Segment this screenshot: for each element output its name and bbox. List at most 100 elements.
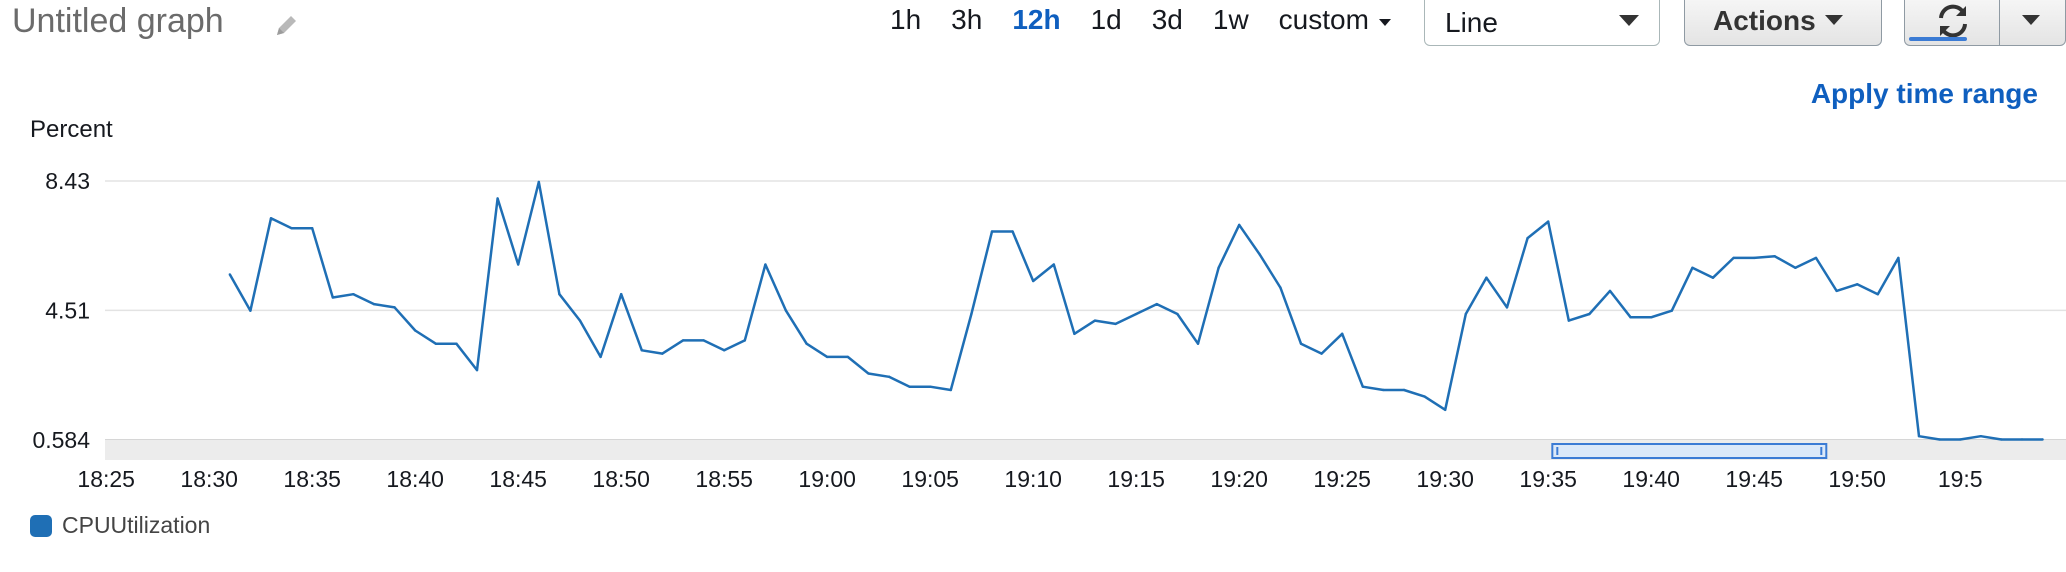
x-tick-label: 18:50 xyxy=(592,466,650,492)
data-point xyxy=(1588,312,1591,316)
range-1w[interactable]: 1w xyxy=(1212,4,1249,35)
data-point xyxy=(1361,385,1365,388)
data-point xyxy=(1835,289,1838,293)
caret-down-icon xyxy=(1619,15,1639,26)
data-point xyxy=(1979,434,1983,438)
data-point xyxy=(661,352,664,355)
data-point xyxy=(1547,220,1550,223)
range-3h[interactable]: 3h xyxy=(951,4,983,35)
data-point xyxy=(805,342,808,345)
data-point xyxy=(1897,256,1900,260)
data-point xyxy=(929,385,932,388)
data-point xyxy=(1650,316,1653,319)
data-point xyxy=(1526,236,1529,240)
y-tick-label: 0.584 xyxy=(32,427,90,453)
range-1h[interactable]: 1h xyxy=(890,4,922,35)
data-point xyxy=(558,293,561,296)
x-tick-label: 19:50 xyxy=(1828,466,1886,492)
x-tick-label: 18:40 xyxy=(386,466,444,492)
data-point xyxy=(1402,388,1406,392)
data-point xyxy=(846,355,849,359)
data-point xyxy=(1959,438,1962,441)
data-point xyxy=(1155,302,1159,306)
apply-time-range-link[interactable]: Apply time range xyxy=(1810,78,2038,109)
data-point xyxy=(743,339,746,342)
view-type-select[interactable]: Line xyxy=(1424,0,1660,46)
data-point xyxy=(784,309,788,312)
data-point xyxy=(1217,266,1220,270)
line-chart[interactable]: 8.43 4.51 0.584 18:25 18:30 18:35 18:40 18:45 18… xyxy=(0,160,2066,500)
range-12h[interactable]: 12h xyxy=(1012,4,1061,35)
x-tick-label: 19:00 xyxy=(798,466,856,492)
data-point xyxy=(1423,395,1426,398)
data-point xyxy=(352,293,355,296)
range-3d[interactable]: 3d xyxy=(1151,4,1183,35)
data-point xyxy=(228,273,231,276)
data-point xyxy=(1279,286,1282,289)
data-point xyxy=(1794,266,1797,270)
data-point xyxy=(826,355,829,359)
data-point xyxy=(1670,309,1674,312)
x-tick-label: 19:20 xyxy=(1210,466,1268,492)
y-tick-label: 4.51 xyxy=(45,297,90,323)
data-point xyxy=(1773,255,1777,258)
data-point xyxy=(1258,253,1262,256)
data-point xyxy=(517,263,520,266)
x-tick-label: 18:30 xyxy=(180,466,238,492)
data-point xyxy=(1567,319,1571,322)
data-point xyxy=(1341,332,1344,336)
data-point xyxy=(1032,279,1035,283)
x-tick-label: 19:10 xyxy=(1004,466,1062,492)
refresh-options-button[interactable] xyxy=(1999,0,2066,46)
refresh-icon xyxy=(1939,4,1967,38)
data-point xyxy=(1691,266,1694,270)
refresh-button[interactable] xyxy=(1904,0,2000,46)
data-point xyxy=(249,309,252,312)
actions-button[interactable]: Actions xyxy=(1684,0,1882,46)
view-type-value: Line xyxy=(1445,7,1498,38)
data-point xyxy=(599,355,602,359)
data-point xyxy=(990,230,994,233)
range-custom-dropdown[interactable]: custom xyxy=(1279,4,1391,36)
range-1d[interactable]: 1d xyxy=(1090,4,1122,35)
data-point xyxy=(1505,306,1509,309)
data-point xyxy=(1176,312,1179,316)
data-point xyxy=(1464,312,1468,316)
data-point xyxy=(475,368,479,372)
x-tick-label: 18:25 xyxy=(77,466,135,492)
legend[interactable]: CPUUtilization xyxy=(30,512,210,539)
data-point xyxy=(867,372,870,375)
data-point xyxy=(681,339,685,342)
data-point xyxy=(414,329,417,332)
data-point xyxy=(1238,223,1241,227)
x-tick-label: 19:05 xyxy=(901,466,959,492)
time-range-selector: 1h 3h 12h 1d 3d 1w custom xyxy=(890,0,1421,40)
data-point xyxy=(1629,316,1632,319)
data-point xyxy=(311,227,314,230)
data-point xyxy=(1011,230,1014,233)
data-point xyxy=(290,227,293,230)
pencil-icon[interactable] xyxy=(272,12,300,40)
caret-down-icon xyxy=(1378,18,1391,26)
x-tick-label: 19:35 xyxy=(1519,466,1577,492)
data-point xyxy=(393,306,396,309)
range-custom-label: custom xyxy=(1278,4,1369,35)
actions-label: Actions xyxy=(1713,5,1816,36)
data-point xyxy=(723,349,726,352)
x-tick-label: 19:30 xyxy=(1416,466,1474,492)
time-brush-selection[interactable] xyxy=(1551,443,1828,459)
data-point xyxy=(1196,342,1200,345)
x-tick-label: 19:40 xyxy=(1622,466,1680,492)
x-tick-label: 18:35 xyxy=(283,466,341,492)
data-point xyxy=(1732,256,1735,260)
data-point xyxy=(1608,289,1612,293)
graph-title[interactable]: Untitled graph xyxy=(12,2,224,40)
data-point xyxy=(620,293,623,296)
data-point xyxy=(764,263,767,266)
data-point xyxy=(1073,332,1076,336)
data-point xyxy=(1382,388,1385,392)
x-tick-label: 19:45 xyxy=(1725,466,1783,492)
data-point xyxy=(887,375,891,378)
legend-swatch xyxy=(30,514,52,537)
caret-down-icon xyxy=(1825,15,1843,25)
